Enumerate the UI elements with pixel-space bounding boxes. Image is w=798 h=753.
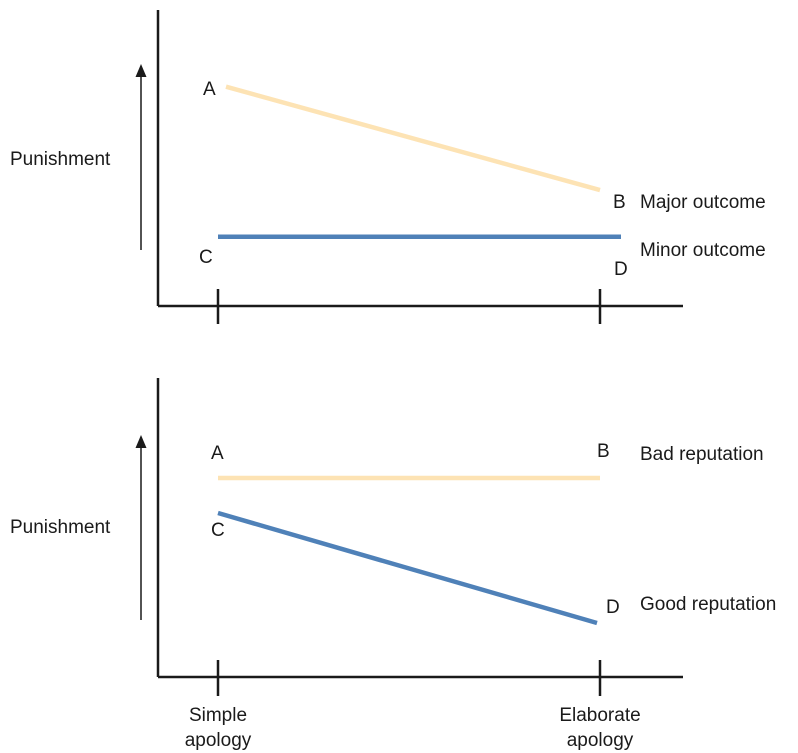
x-label-simple-line2: apology bbox=[185, 730, 252, 751]
bottom-point-label-c: C bbox=[211, 520, 225, 541]
top-series-major-outcome-line bbox=[226, 87, 600, 190]
bottom-panel: Punishment A B Bad reputation C D Good r… bbox=[10, 378, 776, 751]
x-label-elaborate-line2: apology bbox=[567, 730, 634, 751]
top-point-label-c: C bbox=[199, 247, 213, 268]
top-series-name-major-outcome: Major outcome bbox=[640, 192, 766, 213]
bottom-point-label-d: D bbox=[606, 597, 620, 618]
bottom-series-name-bad-reputation: Bad reputation bbox=[640, 444, 764, 465]
bottom-ylabel: Punishment bbox=[10, 517, 111, 538]
top-panel: Punishment A B Major outcome C D Minor o… bbox=[10, 10, 766, 324]
top-ylabel: Punishment bbox=[10, 149, 111, 170]
bottom-series-name-good-reputation: Good reputation bbox=[640, 594, 776, 615]
bottom-y-arrow-head bbox=[136, 435, 147, 448]
bottom-point-label-a: A bbox=[211, 443, 224, 464]
top-point-label-a: A bbox=[203, 79, 216, 100]
x-label-elaborate-line1: Elaborate bbox=[559, 705, 640, 726]
top-point-label-d: D bbox=[614, 259, 628, 280]
x-label-simple-line1: Simple bbox=[189, 705, 247, 726]
top-y-arrow-head bbox=[136, 64, 147, 77]
top-series-name-minor-outcome: Minor outcome bbox=[640, 240, 766, 261]
top-point-label-b: B bbox=[613, 192, 626, 213]
bottom-series-good-reputation-line bbox=[218, 513, 597, 623]
bottom-point-label-b: B bbox=[597, 441, 610, 462]
